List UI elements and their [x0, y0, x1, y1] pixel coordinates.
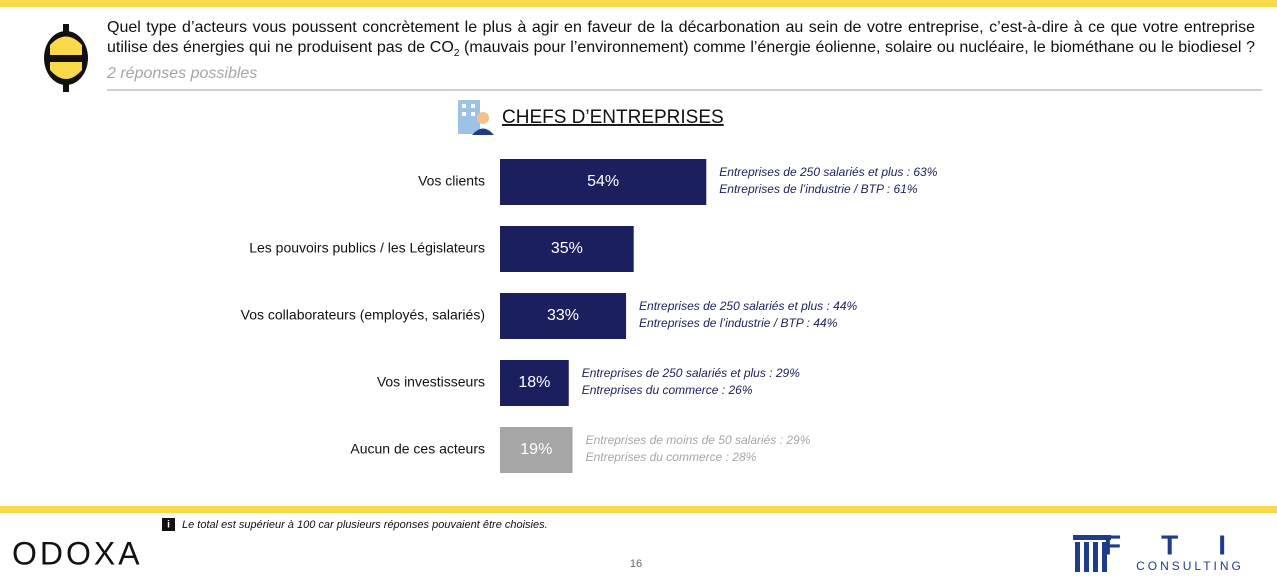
- footnote: Le total est supérieur à 100 car plusieu…: [182, 519, 548, 531]
- annotation: Entreprises de 250 salariés et plus : 63…: [719, 165, 937, 179]
- top-band: [0, 0, 1277, 7]
- logo-icon: [44, 24, 88, 92]
- category-label: Les pouvoirs publics / les Législateurs: [249, 240, 485, 256]
- subtitle: 2 réponses possibles: [107, 65, 258, 83]
- value-label: 54%: [587, 173, 619, 190]
- category-label: Aucun de ces acteurs: [350, 441, 485, 457]
- logo-right-sub: CONSULTING: [1136, 559, 1244, 573]
- category-label: Vos investisseurs: [377, 374, 485, 390]
- annotation: Entreprises de l’industrie / BTP : 44%: [639, 316, 838, 330]
- question-sub: 2: [453, 48, 460, 60]
- category-label: Vos collaborateurs (employés, salariés): [241, 307, 485, 323]
- logo-left: ODOXA: [12, 535, 143, 571]
- value-label: 35%: [551, 240, 583, 257]
- page-number: 16: [630, 558, 642, 570]
- info-icon: [162, 518, 175, 531]
- value-label: 18%: [518, 374, 550, 391]
- logo-right: FTI: [1104, 529, 1266, 560]
- annotation: Entreprises de 250 salariés et plus : 44…: [639, 299, 857, 313]
- value-label: 19%: [520, 441, 552, 458]
- question-text: (mauvais pour l’environnement) comme l’é…: [459, 39, 1256, 56]
- annotation: Entreprises du commerce : 26%: [582, 383, 753, 397]
- question-text: Quel type d’acteurs vous poussent concrè…: [107, 19, 1255, 56]
- info-glyph: i: [167, 520, 170, 531]
- value-label: 33%: [547, 307, 579, 324]
- annotation: Entreprises de l’industrie / BTP : 61%: [719, 182, 918, 196]
- bar: [500, 427, 573, 473]
- heading-icon: [458, 100, 494, 135]
- annotation: Entreprises de moins de 50 salariés : 29…: [586, 433, 811, 447]
- category-label: Vos clients: [418, 173, 485, 189]
- question: Quel type d’acteurs vous poussent concrè…: [107, 18, 1255, 84]
- annotation: Entreprises du commerce : 28%: [586, 450, 757, 464]
- bar: [500, 159, 707, 205]
- annotation: Entreprises de 250 salariés et plus : 29…: [582, 366, 800, 380]
- bar: [500, 293, 627, 339]
- chart-title: CHEFS D’ENTREPRISES: [502, 107, 724, 128]
- bottom-band: [0, 506, 1277, 513]
- fti-icon: [1073, 535, 1111, 572]
- bar: [500, 226, 634, 272]
- bar: [500, 360, 569, 406]
